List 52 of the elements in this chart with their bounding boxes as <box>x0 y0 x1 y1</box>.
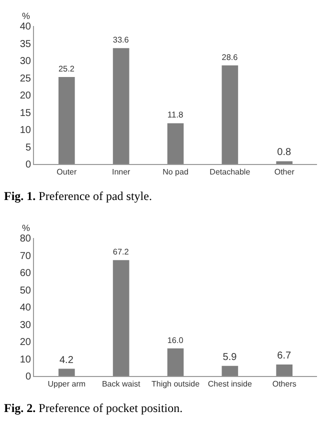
x-tick-label: Outer <box>56 168 77 177</box>
y-tick-label: 40 <box>20 22 32 32</box>
data-label: 28.6 <box>222 52 238 62</box>
caption: Fig. 2. Preference of pocket position. <box>4 401 183 415</box>
data-label: 0.8 <box>277 147 292 158</box>
y-tick-label: 35 <box>20 38 32 50</box>
data-label: 11.8 <box>167 110 184 120</box>
y-tick-label: 25 <box>20 73 32 84</box>
y-tick-label: 50 <box>20 285 32 296</box>
bar <box>222 65 238 164</box>
data-label: 16.0 <box>167 336 184 345</box>
y-tick-label: 15 <box>20 108 32 119</box>
y-tick-label: 0 <box>25 160 32 170</box>
x-tick-label: Thigh outside <box>151 380 200 389</box>
y-tick-label: 60 <box>20 268 32 279</box>
x-tick-label: No pad <box>162 168 188 177</box>
x-tick-label: Others <box>272 380 296 389</box>
data-label: 33.6 <box>112 36 130 45</box>
x-tick-label: Inner <box>112 168 131 177</box>
bar <box>112 48 130 164</box>
x-tick-label: Chest inside <box>208 380 252 389</box>
x-tick-label: Upper arm <box>48 380 86 389</box>
y-tick-label: 0 <box>25 372 32 382</box>
y-tick-label: 40 <box>20 302 32 314</box>
y-tick-label: 20 <box>20 337 32 348</box>
x-tick-label: Back waist <box>102 380 141 389</box>
y-tick-label: 10 <box>20 354 32 366</box>
y-tick-label: 70 <box>20 250 32 262</box>
x-tick-label: Other <box>274 168 295 177</box>
bar <box>167 123 184 164</box>
caption: Fig. 1. Preference of pad style. <box>4 189 152 203</box>
data-label: 25.2 <box>58 64 75 74</box>
bar <box>58 368 75 376</box>
x-tick-label: Detachable <box>210 168 251 177</box>
y-tick-label: 80 <box>20 234 32 244</box>
bar <box>58 77 75 164</box>
bar <box>112 260 130 376</box>
y-tick-label: 30 <box>20 320 32 331</box>
y-tick-label: 10 <box>20 125 32 136</box>
bar <box>276 364 293 376</box>
data-label: 67.2 <box>112 248 130 257</box>
y-axis-title: % <box>22 223 30 233</box>
y-tick-label: 5 <box>25 142 32 154</box>
bar <box>222 366 238 376</box>
y-tick-label: 20 <box>20 90 32 102</box>
bar <box>276 161 293 164</box>
data-label: 5.9 <box>222 352 238 363</box>
bar <box>167 348 184 376</box>
y-tick-label: 30 <box>20 56 32 67</box>
data-label: 6.7 <box>277 350 292 362</box>
data-label: 4.2 <box>59 354 74 366</box>
y-axis-title: % <box>22 11 30 21</box>
